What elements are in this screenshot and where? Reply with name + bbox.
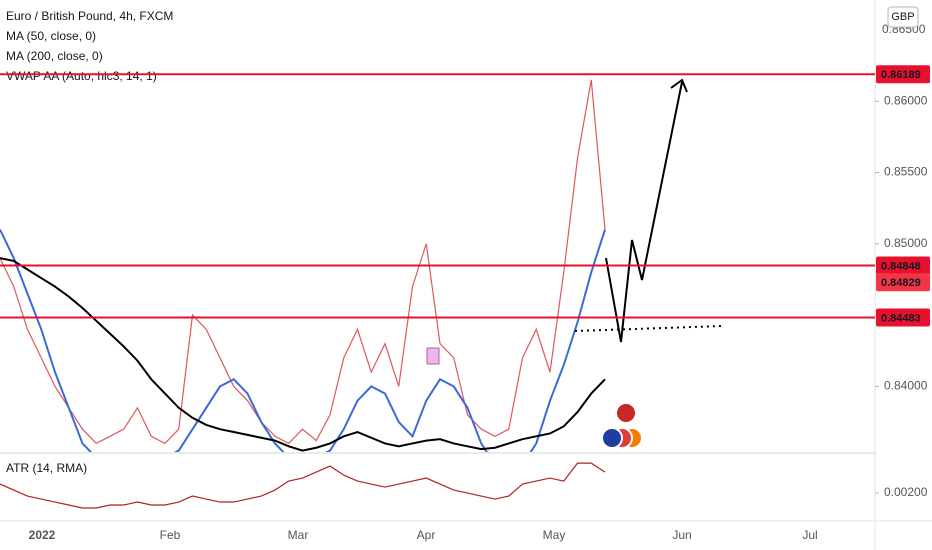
legend-entry: MA (50, close, 0) xyxy=(6,29,96,43)
level-label-bg xyxy=(876,65,930,84)
x-tick-label: 2022 xyxy=(29,528,56,542)
currency-box xyxy=(887,6,919,28)
price-label-bg xyxy=(876,273,930,292)
level-label: 0.84848 xyxy=(881,260,921,272)
y-tick-label: 0.85000 xyxy=(884,236,928,250)
axes: 0.840000.850000.855000.860000.865000.002… xyxy=(29,22,928,542)
level-label: 0.84483 xyxy=(881,312,921,324)
event-icon xyxy=(601,427,623,449)
level-label-bg xyxy=(876,256,930,275)
series-line xyxy=(0,79,606,445)
series-line xyxy=(0,462,606,509)
projection-arrow xyxy=(605,81,683,343)
price-label: 0.84829 xyxy=(881,277,921,289)
y-tick-label: 0.00200 xyxy=(884,485,928,499)
y-tick-label: 0.85500 xyxy=(884,165,928,179)
y-tick-label: 0.84000 xyxy=(884,379,928,393)
legend-entry: VWAP AA (Auto, hlc3, 14, 1) xyxy=(6,69,157,83)
event-icon xyxy=(615,402,637,424)
currency: GBP xyxy=(891,11,914,23)
y-tick-label: 0.86000 xyxy=(884,93,928,107)
series-line xyxy=(0,257,606,452)
x-tick-label: Apr xyxy=(417,528,436,542)
x-tick-label: Mar xyxy=(288,528,309,542)
arrow-head xyxy=(670,78,688,93)
x-tick-label: May xyxy=(543,528,566,542)
price-pane xyxy=(0,79,606,452)
x-tick-label: Jun xyxy=(672,528,691,542)
chart-title: Euro / British Pound, 4h, FXCM xyxy=(6,9,173,23)
x-tick-label: Feb xyxy=(160,528,181,542)
atr-pane xyxy=(0,462,606,509)
level-label-bg xyxy=(876,308,930,327)
marker-box xyxy=(426,347,440,365)
atr-title: ATR (14, RMA) xyxy=(6,461,87,475)
dotted-line xyxy=(574,325,723,332)
x-tick-label: Jul xyxy=(802,528,817,542)
legend-entry: MA (200, close, 0) xyxy=(6,49,103,63)
level-label: 0.86189 xyxy=(881,69,921,81)
